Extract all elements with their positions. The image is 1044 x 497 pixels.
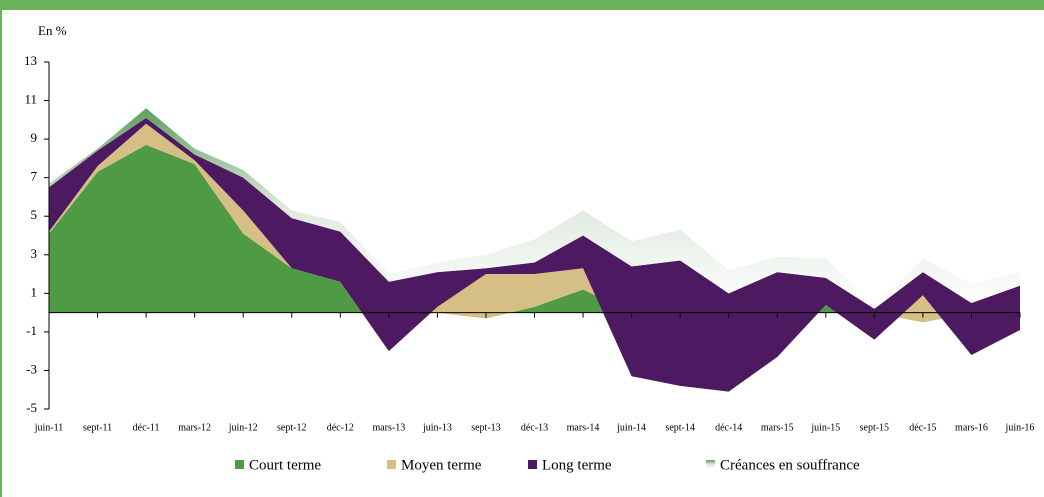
y-tick-label: 13 <box>24 53 37 68</box>
y-tick-label: -5 <box>26 400 37 415</box>
x-tick-label: sept-11 <box>83 422 112 433</box>
x-tick-label: sept-12 <box>277 422 306 433</box>
left-border <box>0 0 2 497</box>
x-tick-label: mars-13 <box>372 422 405 433</box>
x-tick-label: déc-14 <box>715 422 742 433</box>
y-tick-label: 11 <box>24 92 37 107</box>
legend-swatch <box>706 460 715 469</box>
legend-label: Long terme <box>542 457 612 473</box>
legend-swatch <box>235 460 244 469</box>
x-tick-label: sept-15 <box>860 422 889 433</box>
header-bar <box>0 0 1044 10</box>
y-tick-label: 7 <box>31 169 38 184</box>
y-tick-label: 5 <box>31 207 38 222</box>
x-tick-label: mars-14 <box>567 422 600 433</box>
x-tick-label: mars-16 <box>955 422 988 433</box>
y-tick-label: 3 <box>31 246 38 261</box>
legend-swatch <box>528 460 537 469</box>
x-tick-label: déc-15 <box>909 422 936 433</box>
y-tick-label: -3 <box>26 361 37 376</box>
x-tick-label: déc-12 <box>327 422 354 433</box>
area <box>49 144 1020 323</box>
x-tick-label: déc-11 <box>133 422 160 433</box>
y-tick-label: 9 <box>31 130 38 145</box>
legend-swatch <box>387 460 396 469</box>
x-tick-label: déc-13 <box>521 422 548 433</box>
legend-label: Créances en souffrance <box>720 457 860 473</box>
axis-title: En % <box>38 23 67 38</box>
area <box>49 108 1020 309</box>
x-tick-label: sept-14 <box>665 422 694 433</box>
x-tick-label: mars-15 <box>761 422 794 433</box>
y-tick-label: 1 <box>31 284 38 299</box>
x-tick-label: juin-15 <box>810 422 840 433</box>
legend-label: Court terme <box>249 457 321 473</box>
x-tick-label: juin-11 <box>34 422 64 433</box>
x-tick-label: juin-12 <box>228 422 258 433</box>
y-tick-label: -1 <box>26 323 37 338</box>
x-tick-label: sept-13 <box>471 422 500 433</box>
x-tick-label: juin-13 <box>422 422 452 433</box>
legend-label: Moyen terme <box>401 457 482 473</box>
x-tick-label: juin-14 <box>616 422 646 433</box>
x-tick-label: mars-12 <box>178 422 211 433</box>
area <box>49 117 1020 392</box>
x-tick-label: juin-16 <box>1005 422 1035 433</box>
